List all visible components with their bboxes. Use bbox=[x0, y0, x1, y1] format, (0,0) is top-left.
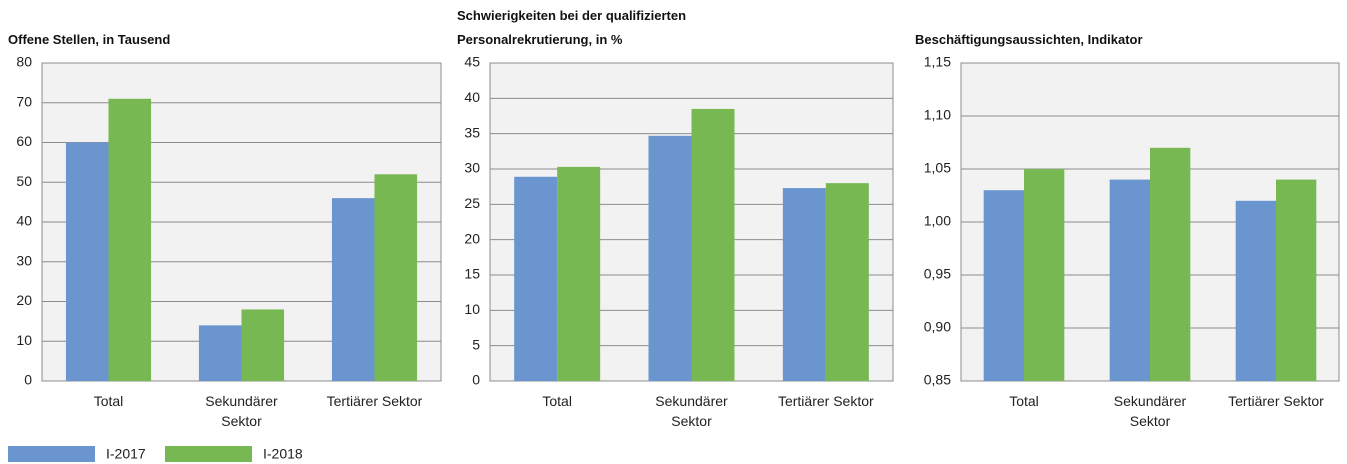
y-tick-label: 60 bbox=[16, 133, 32, 149]
x-tick-label: Tertiärer Sektor bbox=[777, 393, 874, 409]
bar bbox=[241, 309, 285, 381]
bar bbox=[1150, 147, 1191, 381]
bar bbox=[782, 188, 826, 381]
x-tick-label: Sekundärer Sektor bbox=[205, 393, 278, 429]
y-tick-label: 20 bbox=[464, 230, 480, 246]
bar bbox=[1235, 200, 1276, 381]
bar bbox=[1276, 179, 1317, 381]
x-tick-label: Sekundärer Sektor bbox=[1113, 393, 1187, 429]
chart-title: Beschäftigungsaussichten, Indikator bbox=[915, 32, 1143, 47]
y-tick-label: 70 bbox=[16, 93, 32, 109]
y-tick-label: 30 bbox=[464, 160, 480, 176]
y-tick-label: 30 bbox=[16, 252, 32, 268]
y-tick-label: 45 bbox=[464, 54, 480, 70]
y-tick-label: 0 bbox=[24, 372, 32, 388]
bar bbox=[1109, 179, 1150, 381]
bar bbox=[557, 166, 601, 381]
legend-label: I-2018 bbox=[263, 446, 303, 462]
y-tick-label: 1,00 bbox=[924, 213, 951, 229]
bar bbox=[374, 174, 418, 381]
y-tick-label: 10 bbox=[16, 332, 32, 348]
bar bbox=[648, 135, 692, 381]
x-tick-label: Total bbox=[93, 393, 124, 409]
legend-swatch bbox=[165, 446, 252, 462]
y-tick-label: 80 bbox=[16, 54, 32, 70]
y-tick-label: 5 bbox=[472, 336, 480, 352]
y-tick-label: 25 bbox=[464, 195, 480, 211]
y-tick-label: 1,05 bbox=[924, 160, 951, 176]
y-tick-label: 0,95 bbox=[924, 266, 951, 282]
y-tick-label: 40 bbox=[464, 89, 480, 105]
x-tick-label: Tertiärer Sektor bbox=[326, 393, 423, 409]
y-tick-label: 15 bbox=[464, 266, 480, 282]
bar bbox=[514, 176, 558, 381]
bar bbox=[983, 190, 1024, 381]
y-tick-label: 20 bbox=[16, 292, 32, 308]
bar bbox=[1024, 169, 1065, 381]
y-tick-label: 0,90 bbox=[924, 319, 951, 335]
y-tick-label: 0,85 bbox=[924, 372, 951, 388]
bar bbox=[691, 108, 735, 381]
y-tick-label: 0 bbox=[472, 372, 480, 388]
y-tick-label: 50 bbox=[16, 173, 32, 189]
legend-swatch bbox=[8, 446, 95, 462]
bar bbox=[825, 183, 869, 381]
x-tick-label: Total bbox=[542, 393, 572, 409]
bar bbox=[198, 325, 242, 381]
x-tick-label: Sekundärer Sektor bbox=[655, 393, 728, 429]
x-tick-label: Total bbox=[1009, 393, 1039, 409]
y-tick-label: 1,10 bbox=[924, 107, 951, 123]
x-tick-label: Tertiärer Sektor bbox=[1228, 393, 1324, 409]
y-tick-label: 10 bbox=[464, 301, 480, 317]
y-tick-label: 40 bbox=[16, 213, 32, 229]
chart-title: Offene Stellen, in Tausend bbox=[8, 32, 171, 47]
legend-label: I-2017 bbox=[106, 446, 146, 462]
y-tick-label: 1,15 bbox=[924, 54, 951, 70]
y-tick-label: 35 bbox=[464, 124, 480, 140]
bar bbox=[108, 98, 152, 382]
bar bbox=[65, 142, 109, 381]
chart-title: Schwierigkeiten bei der qualifizierten P… bbox=[457, 8, 687, 47]
bar bbox=[331, 198, 375, 381]
